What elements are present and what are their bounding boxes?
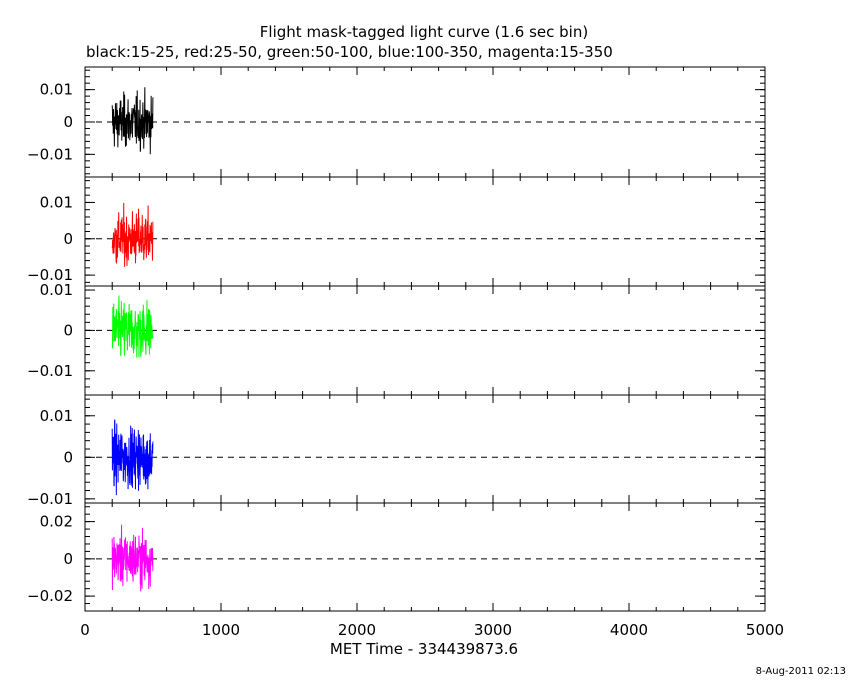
series-15-350 bbox=[111, 524, 154, 592]
y-tick-label: −0.01 bbox=[27, 490, 73, 508]
y-tick-label: 0.01 bbox=[40, 81, 73, 99]
y-tick-label: 0.02 bbox=[40, 513, 73, 531]
x-axis: 0 1000 2000 3000 4000 5000 bbox=[80, 621, 784, 639]
panel-frame bbox=[84, 176, 766, 287]
panels-group: −0.0100.01−0.0100.01−0.0100.01−0.0100.01… bbox=[27, 66, 766, 612]
y-tick-label: 0.01 bbox=[40, 407, 73, 425]
panel-frame bbox=[84, 502, 766, 612]
panel-25-50: −0.01 0 0.01 bbox=[27, 176, 766, 287]
y-tick-label: −0.01 bbox=[27, 362, 73, 380]
y-tick-label: 0 bbox=[63, 113, 73, 131]
series-100-350 bbox=[111, 419, 154, 496]
panel-50-100: −0.01 0 0.01 bbox=[27, 281, 766, 396]
y-tick-label: 0.01 bbox=[40, 281, 73, 299]
panel-frame bbox=[84, 394, 766, 504]
y-tick-label: −0.01 bbox=[27, 145, 73, 163]
x-tick-label: 1000 bbox=[202, 621, 240, 639]
y-tick-label: 0 bbox=[63, 550, 73, 568]
y-tick-label: 0 bbox=[63, 230, 73, 248]
panel-15-350: −0.02 0 0.02 bbox=[27, 502, 766, 612]
series-25-50 bbox=[111, 203, 154, 267]
y-tick-label: 0.01 bbox=[40, 193, 73, 211]
x-tick-label: 0 bbox=[80, 621, 90, 639]
y-tick-label: −0.01 bbox=[27, 266, 73, 284]
x-tick-label: 2000 bbox=[338, 621, 376, 639]
chart-title: Flight mask-tagged light curve (1.6 sec … bbox=[260, 23, 588, 41]
x-axis-label: MET Time - 334439873.6 bbox=[330, 640, 518, 658]
panel-100-350: −0.01 0 0.01 bbox=[27, 394, 766, 508]
x-tick-label: 4000 bbox=[610, 621, 648, 639]
series-50-100 bbox=[111, 295, 154, 358]
panel-15-25: −0.01 0 0.01 bbox=[27, 66, 766, 178]
timestamp: 8-Aug-2011 02:13 bbox=[756, 666, 846, 677]
chart-subtitle: black:15-25, red:25-50, green:50-100, bl… bbox=[86, 43, 613, 61]
y-tick-label: 0 bbox=[63, 321, 73, 339]
y-tick-label: 0 bbox=[63, 448, 73, 466]
x-tick-label: 3000 bbox=[474, 621, 512, 639]
panel-frame bbox=[84, 285, 766, 396]
y-tick-label: −0.02 bbox=[27, 587, 73, 605]
series-15-25 bbox=[111, 87, 154, 155]
x-tick-label: 5000 bbox=[746, 621, 784, 639]
